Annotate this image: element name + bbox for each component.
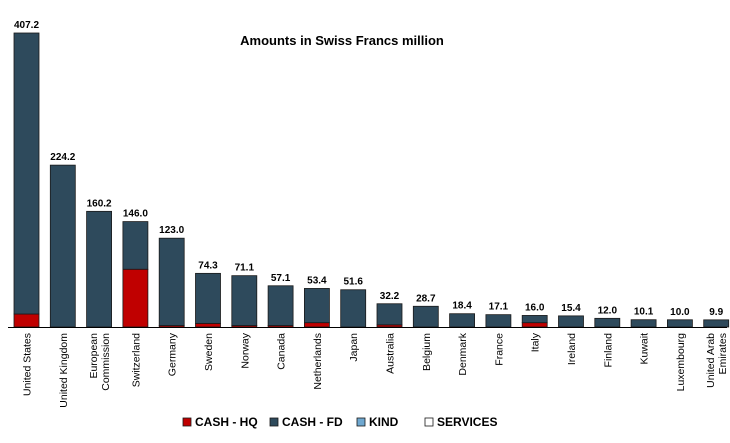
category-label: United States bbox=[22, 333, 34, 396]
value-label: 16.0 bbox=[525, 302, 545, 313]
legend-swatch bbox=[356, 417, 366, 427]
value-label: 15.4 bbox=[561, 303, 581, 314]
bar-cash-fd-4 bbox=[158, 237, 185, 326]
bar-cash-fd-2 bbox=[86, 210, 112, 328]
category-label: Luxembourg bbox=[675, 333, 687, 392]
category-label-text: United Kingdom bbox=[58, 333, 70, 408]
value-label: 224.2 bbox=[50, 152, 75, 163]
category-label: Japan bbox=[348, 333, 360, 362]
bar-cash-fd-9 bbox=[340, 289, 367, 328]
legend-label: CASH - FD bbox=[282, 415, 343, 429]
category-label-text: United ArabEmirates bbox=[705, 333, 729, 388]
category-label: United Kingdom bbox=[58, 333, 70, 408]
value-label: 10.0 bbox=[670, 307, 690, 318]
value-label: 74.3 bbox=[198, 260, 218, 271]
legend-swatch bbox=[424, 417, 434, 427]
category-label: Denmark bbox=[457, 332, 469, 375]
category-label-text: United States bbox=[22, 333, 34, 396]
value-label: 51.6 bbox=[343, 277, 363, 288]
bar-cash-hq-0 bbox=[13, 313, 40, 328]
value-label: 407.2 bbox=[14, 20, 39, 31]
category-label-text: Denmark bbox=[457, 332, 469, 375]
value-label: 71.1 bbox=[235, 263, 255, 274]
category-label-text: Japan bbox=[348, 333, 360, 362]
value-label: 9.9 bbox=[709, 307, 723, 318]
value-label: 18.4 bbox=[452, 301, 472, 312]
category-label: United ArabEmirates bbox=[705, 333, 729, 388]
value-label: 146.0 bbox=[123, 209, 148, 220]
value-label: 12.0 bbox=[598, 305, 618, 316]
category-label: Netherlands bbox=[312, 333, 324, 390]
legend-swatch bbox=[182, 417, 192, 427]
category-label-text: Australia bbox=[385, 333, 397, 374]
bar-cash-fd-11 bbox=[412, 305, 439, 328]
category-label: Germany bbox=[167, 332, 179, 376]
category-label-text: Switzerland bbox=[130, 333, 142, 387]
category-label: Kuwait bbox=[639, 333, 651, 365]
category-label: Ireland bbox=[566, 333, 578, 365]
value-label: 57.1 bbox=[271, 273, 291, 284]
bar-cash-fd-15 bbox=[558, 315, 584, 328]
bar-cash-fd-10 bbox=[376, 303, 403, 326]
category-label: Belgium bbox=[421, 333, 433, 371]
bar-cash-fd-17 bbox=[630, 319, 657, 328]
bar-cash-fd-3 bbox=[122, 221, 149, 270]
bar-cash-fd-18 bbox=[667, 319, 693, 328]
category-label: Italy bbox=[530, 332, 542, 352]
category-label-text: Finland bbox=[602, 333, 614, 368]
category-labels: United States United Kingdom EuropeanCommi… bbox=[22, 332, 730, 407]
bar-cash-fd-8 bbox=[303, 288, 330, 324]
category-label: Sweden bbox=[203, 333, 215, 371]
category-label: Canada bbox=[276, 333, 288, 370]
category-label-text: France bbox=[493, 333, 505, 366]
category-label: Finland bbox=[602, 333, 614, 368]
category-label-text: Sweden bbox=[203, 333, 215, 371]
category-label: France bbox=[493, 333, 505, 366]
category-label-text: Norway bbox=[239, 332, 251, 368]
bar-cash-fd-5 bbox=[195, 272, 221, 324]
bar-cash-fd-14 bbox=[521, 315, 548, 324]
category-label-text: Belgium bbox=[421, 333, 433, 371]
bar-cash-hq-8 bbox=[303, 322, 330, 328]
value-label: 53.4 bbox=[307, 275, 327, 286]
bar-cash-hq-5 bbox=[195, 322, 221, 328]
bar-cash-fd-13 bbox=[485, 314, 512, 328]
bar-cash-hq-14 bbox=[521, 322, 548, 328]
bar-cash-fd-6 bbox=[231, 275, 258, 326]
value-label: 123.0 bbox=[159, 225, 184, 236]
legend: CASH - HQ CASH - FD KIND SERVICES bbox=[182, 415, 497, 429]
category-label: Switzerland bbox=[130, 333, 142, 387]
value-label: 160.2 bbox=[87, 198, 112, 209]
value-label: 28.7 bbox=[416, 293, 436, 304]
category-label: Norway bbox=[239, 332, 251, 368]
category-label-text: Netherlands bbox=[312, 333, 324, 390]
category-label-text: Canada bbox=[276, 333, 288, 370]
category-label-text: EuropeanCommission bbox=[88, 333, 112, 391]
bars: 407.2 224.2 160.2 146.0 123.0 74.3 71.1 57.1 53.… bbox=[13, 20, 730, 328]
category-label-text: Italy bbox=[530, 332, 542, 352]
category-label: EuropeanCommission bbox=[88, 333, 112, 391]
legend-label: CASH - HQ bbox=[195, 415, 258, 429]
category-label-text: Germany bbox=[167, 332, 179, 376]
chart-title: Amounts in Swiss Francs million bbox=[240, 33, 444, 48]
category-label-text: Luxembourg bbox=[675, 333, 687, 392]
category-label-text: Kuwait bbox=[639, 333, 651, 365]
category-label: Australia bbox=[385, 333, 397, 374]
bar-cash-fd-19 bbox=[703, 319, 730, 328]
legend-label: SERVICES bbox=[437, 415, 497, 429]
bar-cash-fd-16 bbox=[594, 317, 621, 328]
bar-cash-fd-1 bbox=[49, 164, 76, 328]
value-label: 17.1 bbox=[489, 302, 509, 313]
value-label: 10.1 bbox=[634, 307, 654, 318]
legend-swatch bbox=[269, 417, 279, 427]
bar-cash-fd-0 bbox=[13, 32, 40, 315]
bar-cash-hq-3 bbox=[122, 268, 149, 328]
value-label: 32.2 bbox=[380, 291, 400, 302]
bar-cash-fd-7 bbox=[267, 285, 294, 326]
category-label-text: Ireland bbox=[566, 333, 578, 365]
legend-label: KIND bbox=[369, 415, 399, 429]
bar-cash-fd-12 bbox=[449, 313, 476, 328]
